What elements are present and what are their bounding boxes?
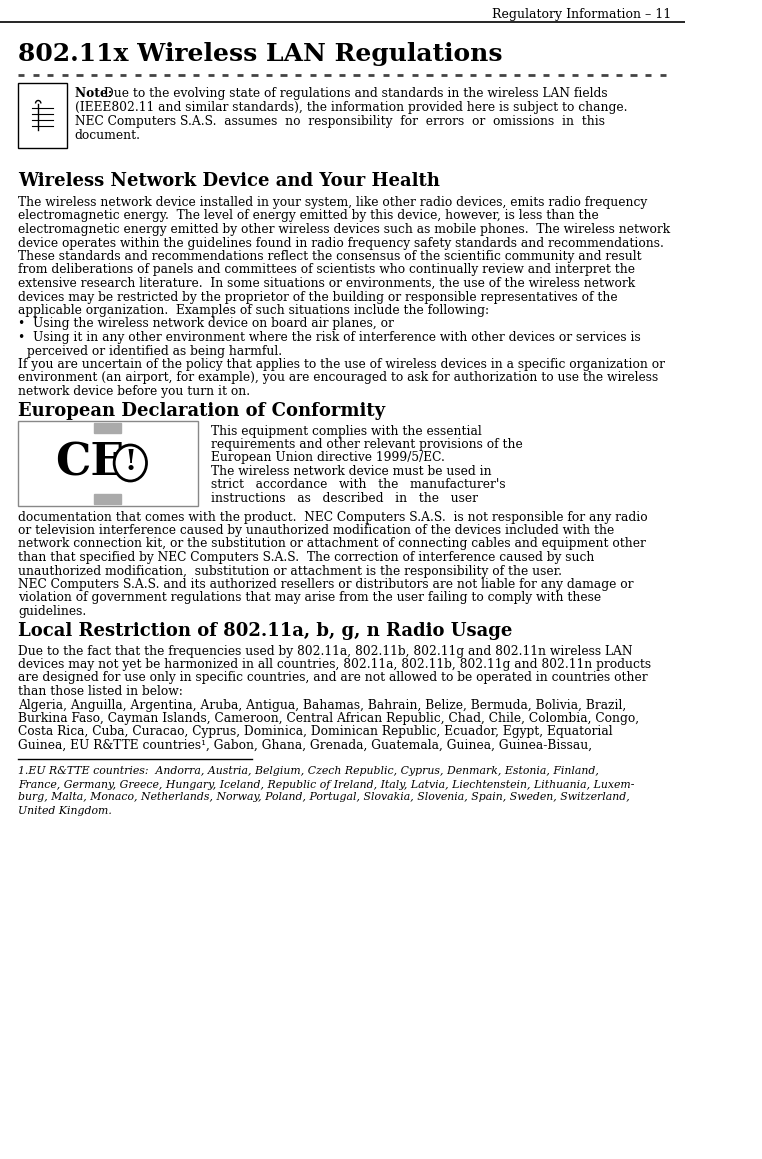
Text: Burkina Faso, Cayman Islands, Cameroon, Central African Republic, Chad, Chile, C: Burkina Faso, Cayman Islands, Cameroon, … <box>18 712 639 726</box>
Text: United Kingdom.: United Kingdom. <box>18 806 112 816</box>
Text: Regulatory Information – 11: Regulatory Information – 11 <box>492 8 671 21</box>
Text: network connection kit, or the substitution or attachment of connecting cables a: network connection kit, or the substitut… <box>18 538 646 551</box>
Text: device operates within the guidelines found in radio frequency safety standards : device operates within the guidelines fo… <box>18 236 664 249</box>
Text: Due to the fact that the frequencies used by 802.11a, 802.11b, 802.11g and 802.1: Due to the fact that the frequencies use… <box>18 644 632 657</box>
Text: documentation that comes with the product.  NEC Computers S.A.S.  is not respons: documentation that comes with the produc… <box>18 510 648 524</box>
Text: Due to the evolving state of regulations and standards in the wireless LAN field: Due to the evolving state of regulations… <box>104 87 608 100</box>
Text: or television interference caused by unauthorized modification of the devices in: or television interference caused by una… <box>18 524 614 537</box>
Text: France, Germany, Greece, Hungary, Iceland, Republic of Ireland, Italy, Latvia, L: France, Germany, Greece, Hungary, Icelan… <box>18 780 634 789</box>
Text: devices may be restricted by the proprietor of the building or responsible repre: devices may be restricted by the proprie… <box>18 291 618 304</box>
Text: than those listed in below:: than those listed in below: <box>18 685 183 698</box>
Text: burg, Malta, Monaco, Netherlands, Norway, Poland, Portugal, Slovakia, Slovenia, : burg, Malta, Monaco, Netherlands, Norway… <box>18 793 629 802</box>
Text: This equipment complies with the essential: This equipment complies with the essenti… <box>211 424 482 437</box>
FancyBboxPatch shape <box>18 421 198 505</box>
Text: applicable organization.  Examples of such situations include the following:: applicable organization. Examples of suc… <box>18 304 489 318</box>
Text: environment (an airport, for example), you are encouraged to ask for authorizati: environment (an airport, for example), y… <box>18 372 658 385</box>
Text: The wireless network device must be used in: The wireless network device must be used… <box>211 465 491 478</box>
FancyBboxPatch shape <box>18 83 67 148</box>
Text: instructions   as   described   in   the   user: instructions as described in the user <box>211 493 479 505</box>
Text: •  Using the wireless network device on board air planes, or: • Using the wireless network device on b… <box>18 318 394 330</box>
Text: from deliberations of panels and committees of scientists who continually review: from deliberations of panels and committ… <box>18 263 635 277</box>
Text: are designed for use only in specific countries, and are not allowed to be opera: are designed for use only in specific co… <box>18 671 648 685</box>
Circle shape <box>114 445 146 481</box>
Text: The wireless network device installed in your system, like other radio devices, : The wireless network device installed in… <box>18 196 647 209</box>
Text: requirements and other relevant provisions of the: requirements and other relevant provisio… <box>211 438 523 451</box>
Text: CE: CE <box>56 442 124 484</box>
Text: network device before you turn it on.: network device before you turn it on. <box>18 385 250 398</box>
Text: 1.EU R&TTE countries:  Andorra, Austria, Belgium, Czech Republic, Cyprus, Denmar: 1.EU R&TTE countries: Andorra, Austria, … <box>18 766 599 777</box>
Text: !: ! <box>124 450 136 476</box>
Text: guidelines.: guidelines. <box>18 605 86 618</box>
Text: electromagnetic energy emitted by other wireless devices such as mobile phones. : electromagnetic energy emitted by other … <box>18 223 670 236</box>
Text: 802.11x Wireless LAN Regulations: 802.11x Wireless LAN Regulations <box>18 42 502 66</box>
Bar <box>94 494 121 503</box>
Text: Wireless Network Device and Your Health: Wireless Network Device and Your Health <box>18 172 440 190</box>
Text: devices may not yet be harmonized in all countries, 802.11a, 802.11b, 802.11g an: devices may not yet be harmonized in all… <box>18 658 651 671</box>
Text: NEC Computers S.A.S.  assumes  no  responsibility  for  errors  or  omissions  i: NEC Computers S.A.S. assumes no responsi… <box>75 115 604 127</box>
Text: unauthorized modification,  substitution or attachment is the responsibility of : unauthorized modification, substitution … <box>18 564 562 577</box>
Text: Local Restriction of 802.11a, b, g, n Radio Usage: Local Restriction of 802.11a, b, g, n Ra… <box>18 622 512 641</box>
Text: •  Using it in any other environment where the risk of interference with other d: • Using it in any other environment wher… <box>18 331 641 344</box>
Text: European Union directive 1999/5/EC.: European Union directive 1999/5/EC. <box>211 452 445 465</box>
Text: perceived or identified as being harmful.: perceived or identified as being harmful… <box>27 344 282 357</box>
Text: Costa Rica, Cuba, Curacao, Cyprus, Dominica, Dominican Republic, Ecuador, Egypt,: Costa Rica, Cuba, Curacao, Cyprus, Domin… <box>18 726 613 738</box>
Text: extensive research literature.  In some situations or environments, the use of t: extensive research literature. In some s… <box>18 277 635 290</box>
Text: document.: document. <box>75 129 141 143</box>
Text: electromagnetic energy.  The level of energy emitted by this device, however, is: electromagnetic energy. The level of ene… <box>18 210 599 223</box>
Text: violation of government regulations that may arise from the user failing to comp: violation of government regulations that… <box>18 591 601 605</box>
Text: (IEEE802.11 and similar standards), the information provided here is subject to : (IEEE802.11 and similar standards), the … <box>75 101 627 114</box>
Text: Note:: Note: <box>75 87 117 100</box>
Text: These standards and recommendations reflect the consensus of the scientific comm: These standards and recommendations refl… <box>18 250 642 263</box>
Text: than that specified by NEC Computers S.A.S.  The correction of interference caus: than that specified by NEC Computers S.A… <box>18 551 594 564</box>
Text: European Declaration of Conformity: European Declaration of Conformity <box>18 402 385 421</box>
Text: NEC Computers S.A.S. and its authorized resellers or distributors are not liable: NEC Computers S.A.S. and its authorized … <box>18 578 633 591</box>
Text: strict   accordance   with   the   manufacturer's: strict accordance with the manufacturer'… <box>211 479 506 491</box>
Text: If you are uncertain of the policy that applies to the use of wireless devices i: If you are uncertain of the policy that … <box>18 358 665 371</box>
Bar <box>94 423 121 432</box>
Text: Guinea, EU R&TTE countries¹, Gabon, Ghana, Grenada, Guatemala, Guinea, Guinea-Bi: Guinea, EU R&TTE countries¹, Gabon, Ghan… <box>18 739 592 752</box>
Text: Algeria, Anguilla, Argentina, Aruba, Antigua, Bahamas, Bahrain, Belize, Bermuda,: Algeria, Anguilla, Argentina, Aruba, Ant… <box>18 699 626 712</box>
